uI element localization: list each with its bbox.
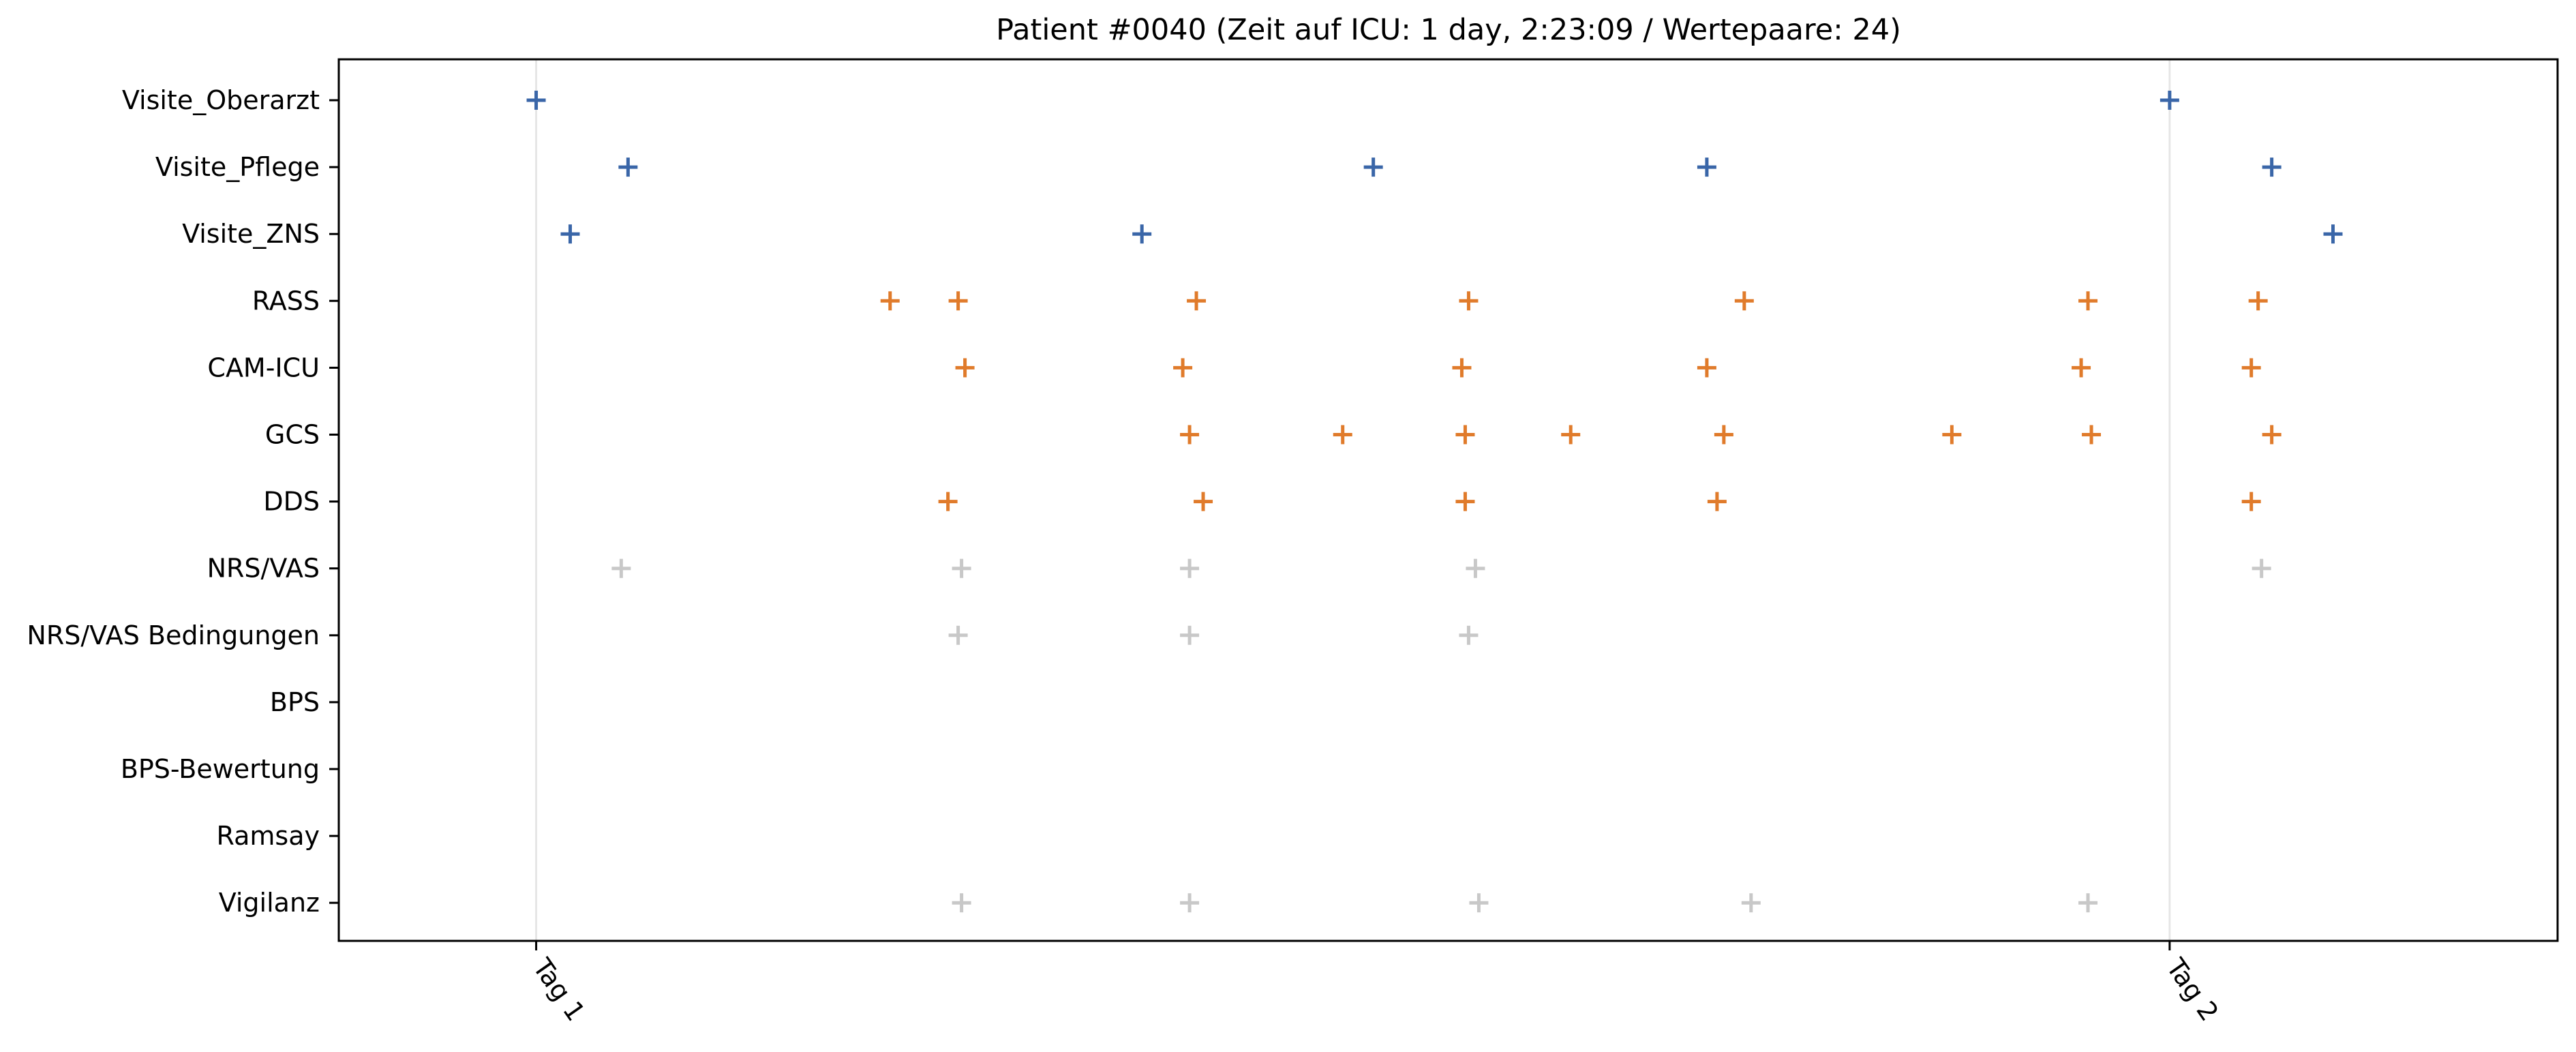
y-tick-label-visite-oberarzt: Visite_Oberarzt <box>122 85 320 115</box>
data-point-nrs-vas-bedingungen-3 <box>1459 625 1479 645</box>
data-point-gcs-1 <box>1180 425 1200 445</box>
data-point-rass-3 <box>1187 291 1207 311</box>
data-point-gcs-8 <box>2262 425 2282 445</box>
data-point-rass-2 <box>948 291 968 311</box>
data-point-nrs-vas-3 <box>1180 558 1200 578</box>
plot-area <box>337 58 2559 942</box>
data-point-gcs-7 <box>2082 425 2102 445</box>
data-point-nrs-vas-5 <box>2252 558 2271 578</box>
data-point-visite-zns-2 <box>1132 224 1152 244</box>
data-point-vigilanz-4 <box>1741 893 1761 913</box>
data-point-cam-icu-1 <box>955 358 975 378</box>
data-point-visite-oberarzt-1 <box>526 91 546 110</box>
data-point-cam-icu-2 <box>1173 358 1193 378</box>
data-point-visite-pflege-2 <box>1363 157 1383 177</box>
y-tick-label-visite-zns: Visite_ZNS <box>182 219 320 249</box>
data-point-rass-7 <box>2248 291 2268 311</box>
y-tick-label-bps-bewertung: BPS-Bewertung <box>121 754 320 784</box>
data-point-visite-pflege-1 <box>618 157 638 177</box>
data-point-visite-zns-3 <box>2323 224 2343 244</box>
data-point-cam-icu-6 <box>2241 358 2261 378</box>
data-point-rass-1 <box>880 291 900 311</box>
data-point-gcs-5 <box>1714 425 1733 445</box>
y-tick-label-ramsay: Ramsay <box>217 821 320 851</box>
data-point-rass-4 <box>1459 291 1479 311</box>
data-point-gcs-3 <box>1455 425 1475 445</box>
y-tick-label-visite-pflege: Visite_Pflege <box>155 152 320 182</box>
data-point-dds-5 <box>2241 492 2261 511</box>
data-point-dds-1 <box>938 492 958 511</box>
data-point-nrs-vas-bedingungen-2 <box>1180 625 1200 645</box>
y-tick-label-vigilanz: Vigilanz <box>219 888 320 918</box>
data-point-visite-oberarzt-2 <box>2160 91 2179 110</box>
data-point-cam-icu-4 <box>1697 358 1716 378</box>
data-point-gcs-6 <box>1942 425 1962 445</box>
data-point-visite-pflege-4 <box>2262 157 2282 177</box>
data-point-vigilanz-1 <box>952 893 971 913</box>
data-point-gcs-4 <box>1561 425 1581 445</box>
data-point-dds-2 <box>1194 492 1213 511</box>
y-tick-label-gcs: GCS <box>265 420 320 450</box>
data-point-vigilanz-2 <box>1180 893 1200 913</box>
data-point-visite-zns-1 <box>560 224 580 244</box>
data-point-nrs-vas-1 <box>611 558 631 578</box>
data-point-rass-6 <box>2078 291 2098 311</box>
y-tick-label-cam-icu: CAM-ICU <box>207 352 320 382</box>
data-point-nrs-vas-2 <box>952 558 971 578</box>
y-tick-label-bps: BPS <box>270 687 320 717</box>
data-point-vigilanz-3 <box>1469 893 1489 913</box>
chart-title: Patient #0040 (Zeit auf ICU: 1 day, 2:23… <box>996 13 1901 47</box>
y-tick-label-dds: DDS <box>263 487 320 517</box>
data-point-dds-4 <box>1707 492 1727 511</box>
data-point-cam-icu-5 <box>2072 358 2091 378</box>
y-tick-label-nrs-vas-bedingungen: NRS/VAS Bedingungen <box>27 620 320 650</box>
data-point-gcs-2 <box>1333 425 1352 445</box>
data-point-dds-3 <box>1455 492 1475 511</box>
data-point-nrs-vas-4 <box>1466 558 1485 578</box>
data-point-cam-icu-3 <box>1452 358 1472 378</box>
data-point-rass-5 <box>1734 291 1754 311</box>
data-point-visite-pflege-3 <box>1697 157 1716 177</box>
data-point-nrs-vas-bedingungen-1 <box>948 625 968 645</box>
y-tick-label-rass: RASS <box>252 286 320 316</box>
y-tick-label-nrs-vas: NRS/VAS <box>207 554 320 584</box>
data-point-vigilanz-5 <box>2078 893 2098 913</box>
